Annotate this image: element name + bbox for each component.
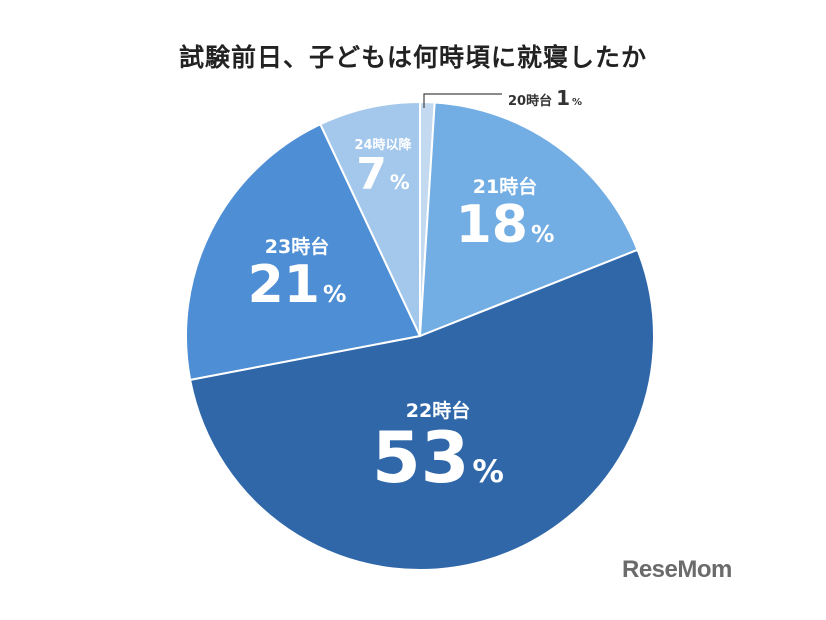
data-label-1: 21時台 18% (456, 172, 555, 251)
leader-line (423, 93, 502, 108)
unit-label: % (572, 97, 583, 108)
category-label: 24時以降 (354, 138, 412, 153)
category-label: 21時台 (472, 176, 538, 198)
category-label: 20時台 (508, 94, 553, 109)
data-label-2: 22時台 53% (372, 396, 504, 493)
value-label: 1 (556, 86, 571, 110)
data-label-3: 23時台 21% (248, 232, 347, 311)
data-label-0: 20時台 1% (508, 86, 582, 110)
category-label: 23時台 (264, 236, 330, 258)
data-label-4: 24時以降 7% (354, 134, 411, 197)
resemom-logo: ReseMom (622, 556, 732, 583)
pie-slice-1 (418, 101, 639, 338)
pie-slice-3 (185, 122, 422, 382)
value-label: 18% (455, 195, 555, 255)
value-label: 21% (247, 255, 347, 315)
chart-title: 試験前日、子どもは何時頃に就寝したか (178, 43, 647, 72)
value-label: 7% (356, 149, 410, 200)
value-label: 53% (372, 417, 504, 499)
pie-slice-4 (319, 100, 421, 337)
pie-slice-2 (188, 248, 655, 571)
category-label: 22時台 (405, 400, 471, 422)
